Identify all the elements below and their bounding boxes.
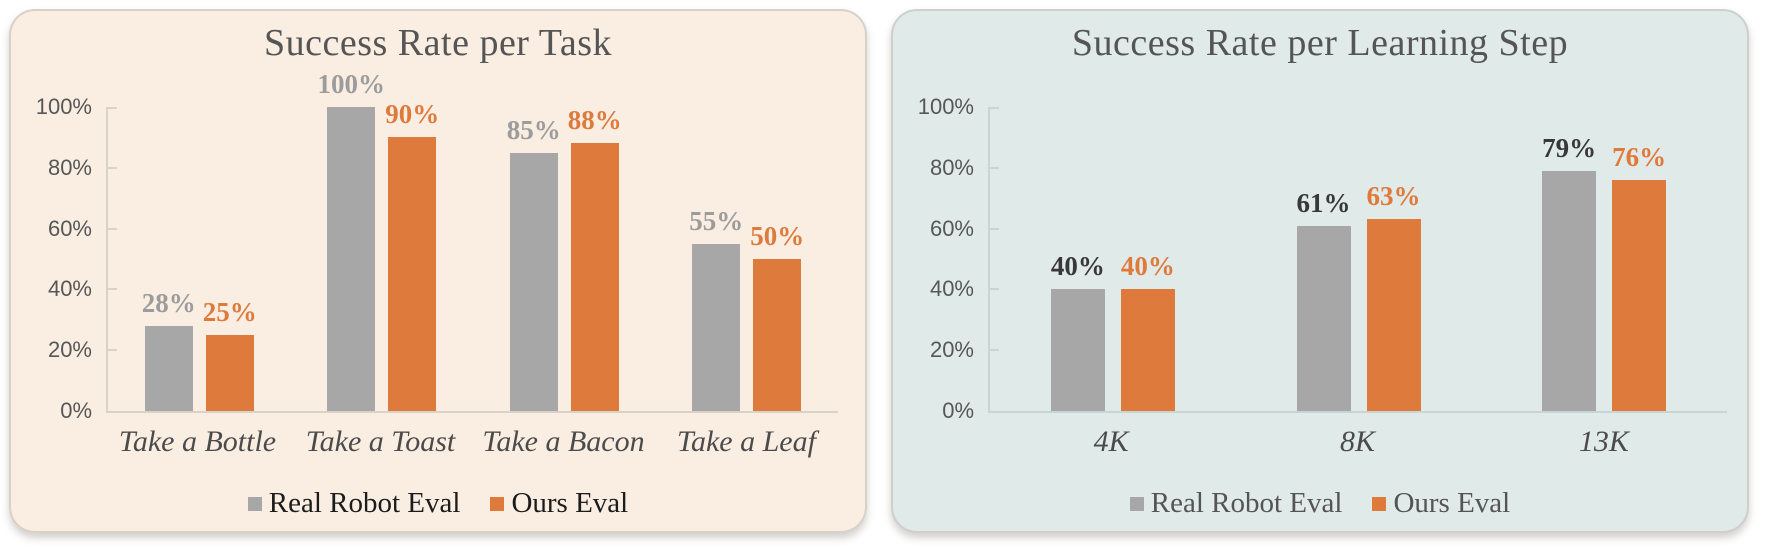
bar-group: 100% 90% (291, 69, 474, 411)
bar-value-label: 79% (1542, 132, 1597, 163)
x-category-label: Take a Bacon (482, 425, 645, 458)
y-axis-tick-mark (108, 166, 117, 169)
bar-value-label: 25% (202, 297, 257, 327)
legend-swatch (1129, 496, 1144, 511)
y-axis-tick-mark (990, 166, 999, 169)
bar-value-label: 90% (385, 99, 440, 130)
success-rate-per-task-chart-panel: Success Rate per Task 0% 20% 40% 60% 80% 100%… (9, 9, 867, 533)
bar-value-label: 40% (1120, 251, 1175, 282)
bar: 85% (507, 115, 561, 411)
y-axis: 0% 20% 40% 60% 80% 100% (893, 94, 988, 423)
y-axis-tick-label: 20% (929, 337, 974, 363)
y-axis-tick-mark (990, 227, 999, 230)
y-axis-tick-label: 60% (929, 215, 974, 241)
bar-group: 40% 40% (990, 251, 1236, 411)
bar: 25% (203, 297, 257, 411)
y-axis-tick-label: 0% (60, 398, 92, 423)
plot-area: 28% 25% 100% 90% 85% 88% 55% 50% (106, 69, 839, 413)
bar: 40% (1050, 251, 1105, 411)
legend-item: Real Robot Eval (247, 487, 461, 520)
bar: 88% (568, 105, 622, 411)
x-axis-category-labels: Take a Bottle Take a Toast Take a Bacon Tak… (106, 425, 838, 459)
bar-group: 55% 50% (656, 206, 839, 411)
chart-title: Success Rate per Learning Step (1071, 22, 1569, 64)
y-axis-tick-label: 80% (929, 154, 974, 180)
y-axis-tick-label: 80% (47, 154, 92, 180)
bar-groups: 40% 40% 61% 63% 79% 76% (990, 107, 1727, 411)
bar-value-label: 40% (1050, 251, 1105, 282)
bar: 55% (689, 206, 743, 411)
legend-item: Ours Eval (490, 487, 628, 520)
y-axis-tick-label: 100% (917, 94, 974, 119)
y-axis-tick-label: 40% (47, 276, 92, 302)
bar: 63% (1366, 181, 1421, 411)
bar-value-label: 28% (141, 287, 196, 318)
bar-value-label: 50% (750, 221, 805, 251)
bar-group: 61% 63% (1236, 181, 1482, 411)
y-axis-tick-mark (990, 288, 999, 291)
y-axis-tick-mark (108, 288, 117, 291)
legend-item: Real Robot Eval (1129, 487, 1343, 520)
bar-value-label: 63% (1366, 181, 1421, 212)
y-axis-tick-label: 20% (47, 337, 92, 363)
legend-swatch (490, 496, 505, 511)
legend-label: Real Robot Eval (268, 487, 461, 519)
x-category-label: 4K (1093, 425, 1129, 458)
bar-value-label: 61% (1296, 187, 1351, 218)
bar: 28% (142, 288, 196, 411)
legend: Real Robot Eval Ours Eval (893, 487, 1747, 520)
y-axis: 0% 20% 40% 60% 80% 100% (11, 94, 106, 423)
legend-label: Ours Eval (1393, 487, 1511, 519)
y-axis-tick-label: 0% (942, 398, 974, 423)
bar-value-label: 55% (689, 205, 744, 236)
bar-group: 79% 76% (1481, 133, 1727, 411)
x-category-label: 8K (1339, 425, 1375, 458)
bar: 61% (1296, 188, 1351, 411)
x-category-label: 13K (1578, 425, 1629, 458)
x-category-label: Take a Bottle (118, 425, 277, 458)
bar-value-label: 100% (317, 69, 386, 99)
bar-group: 28% 25% (108, 288, 291, 411)
bar-value-label: 76% (1612, 141, 1667, 172)
legend-label: Ours Eval (511, 487, 629, 519)
y-axis-tick-mark (108, 349, 117, 352)
legend-item: Ours Eval (1372, 487, 1510, 520)
bar-value-label: 85% (506, 114, 561, 145)
plot-area: 40% 40% 61% 63% 79% 76% (988, 107, 1727, 413)
bar-groups: 28% 25% 100% 90% 85% 88% 55% 50% (108, 69, 839, 411)
bar: 100% (318, 69, 385, 411)
legend-swatch (247, 496, 262, 511)
bar-value-label: 88% (567, 105, 622, 136)
x-axis-category-labels: 4K 8K 13K (988, 425, 1727, 459)
legend-swatch (1372, 496, 1387, 511)
legend-label: Real Robot Eval (1150, 487, 1343, 519)
bar: 79% (1542, 133, 1597, 411)
bar: 76% (1612, 142, 1667, 411)
legend: Real Robot Eval Ours Eval (11, 487, 865, 520)
y-axis-tick-mark (990, 107, 999, 109)
y-axis-tick-label: 60% (47, 215, 92, 241)
bar: 40% (1120, 251, 1175, 411)
bar-group: 85% 88% (473, 105, 656, 411)
success-rate-per-learning-step-chart-panel: Success Rate per Learning Step 0% 20% 40% 6… (891, 9, 1749, 533)
x-category-label: Take a Leaf (677, 425, 816, 458)
y-axis-tick-mark (990, 349, 999, 352)
bar: 90% (385, 99, 439, 411)
chart-title: Success Rate per Task (264, 22, 612, 64)
x-category-label: Take a Toast (305, 425, 456, 458)
bar: 50% (750, 221, 804, 411)
y-axis-tick-mark (108, 107, 117, 109)
y-axis-tick-label: 40% (929, 276, 974, 302)
y-axis-tick-mark (108, 227, 117, 230)
y-axis-tick-label: 100% (35, 94, 92, 119)
